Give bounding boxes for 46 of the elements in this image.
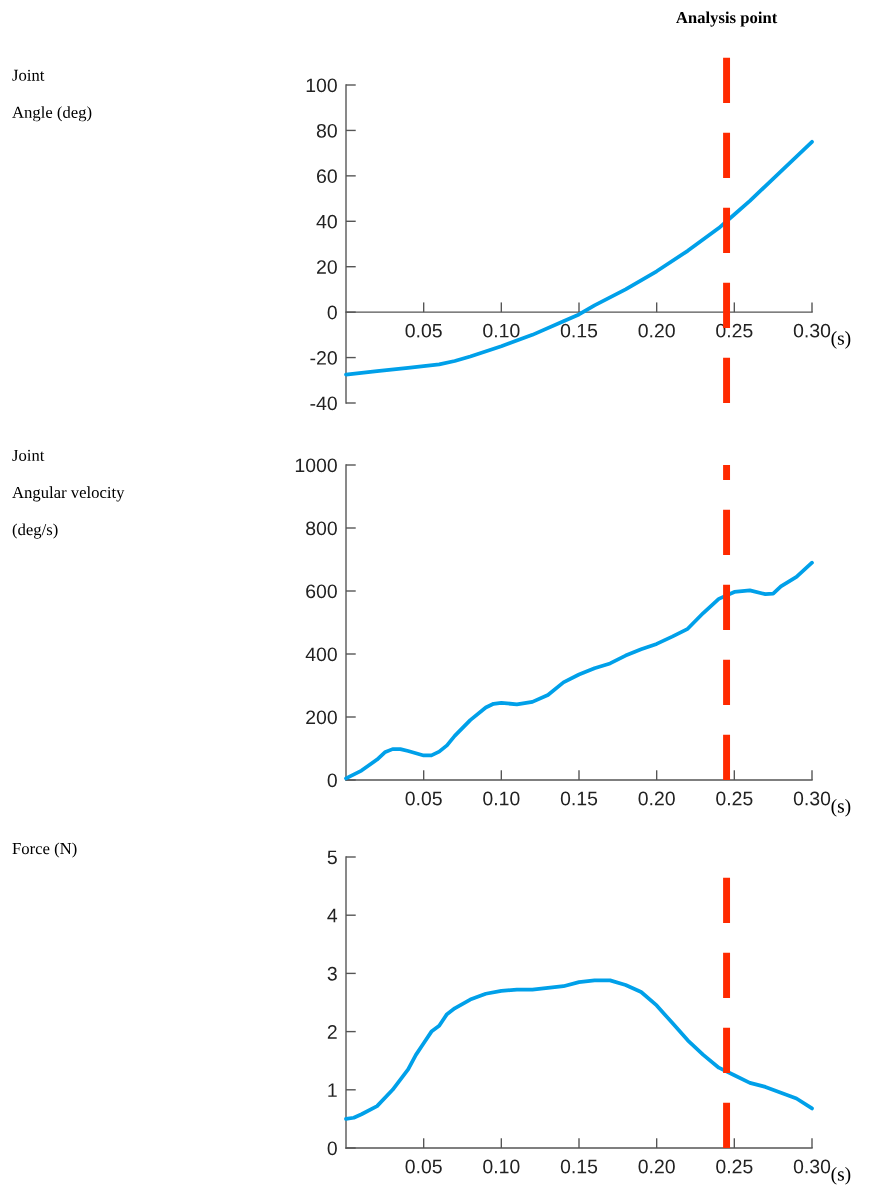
y-tick-label: 20 bbox=[317, 260, 337, 274]
x-axis-title: (s) bbox=[831, 1166, 851, 1185]
x-tick-label: 0.10 bbox=[483, 1159, 520, 1174]
x-tick-label: 0.10 bbox=[483, 791, 520, 806]
y-tick-label: 2 bbox=[327, 1025, 337, 1039]
y-tick-label: -20 bbox=[310, 351, 337, 365]
x-tick-label: 0.20 bbox=[638, 791, 675, 806]
y-tick-label: 80 bbox=[316, 123, 337, 138]
y-tick-label: 400 bbox=[305, 647, 337, 662]
x-tick-label: 0.25 bbox=[716, 1159, 753, 1174]
ref-line-label: Analysis point bbox=[676, 11, 778, 27]
y-tick-label: 3 bbox=[327, 966, 337, 981]
y-tick-label: 1 bbox=[328, 1083, 337, 1097]
x-tick-label: 0.05 bbox=[405, 1159, 442, 1174]
x-tick-label: 0.10 bbox=[483, 323, 520, 338]
x-axis-title: (s) bbox=[831, 798, 851, 817]
y-tick-label: -40 bbox=[310, 396, 337, 411]
y-tick-label: 200 bbox=[306, 710, 337, 725]
x-tick-label: 0.20 bbox=[638, 323, 675, 338]
x-tick-label: 0.05 bbox=[405, 791, 442, 806]
x-tick-label: 0.25 bbox=[716, 323, 753, 338]
x-tick-label: 0.30 bbox=[793, 1159, 831, 1174]
y-tick-label: 0 bbox=[327, 305, 337, 320]
x-tick-label: 0.15 bbox=[560, 791, 598, 806]
x-tick-label: 0.25 bbox=[716, 791, 753, 806]
x-tick-label: 0.30 bbox=[793, 791, 831, 806]
text: Joint Angular velocity (deg/s) bbox=[12, 449, 125, 539]
y-tick-label: 40 bbox=[316, 214, 337, 229]
y-axis-title: Force (N) bbox=[12, 842, 77, 858]
y-tick-label: 600 bbox=[306, 584, 337, 599]
y-tick-label: 5 bbox=[327, 850, 337, 865]
y-tick-label: 800 bbox=[306, 521, 337, 536]
x-axis-title: (s) bbox=[831, 331, 851, 349]
x-tick-label: 0.20 bbox=[638, 1159, 675, 1174]
line-series bbox=[344, 978, 814, 1121]
y-tick-label: 1000 bbox=[295, 458, 337, 473]
x-tick-label: 0.30 bbox=[793, 323, 831, 338]
y-tick-label: 60 bbox=[317, 169, 337, 184]
x-tick-label: 0.05 bbox=[405, 323, 442, 338]
y-tick-label: 0 bbox=[327, 773, 337, 788]
y-tick-label: 0 bbox=[327, 1141, 337, 1156]
text: Joint Angle (deg) bbox=[12, 69, 92, 122]
x-tick-label: 0.15 bbox=[560, 1159, 598, 1174]
y-tick-label: 4 bbox=[327, 908, 338, 923]
y-tick-label: 100 bbox=[306, 78, 337, 93]
x-tick-label: 0.15 bbox=[560, 323, 598, 338]
